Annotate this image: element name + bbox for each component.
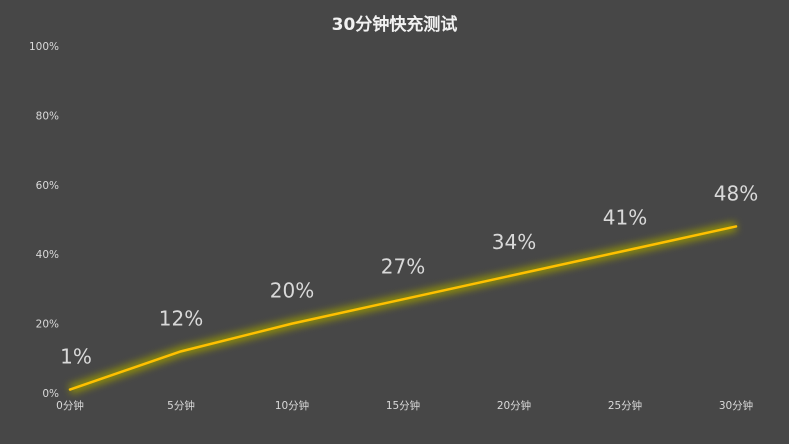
- y-tick-label: 100%: [29, 41, 59, 53]
- x-tick-label: 10分钟: [275, 399, 309, 412]
- series-line: [68, 225, 738, 391]
- data-label: 34%: [492, 230, 536, 254]
- y-tick-label: 80%: [36, 110, 59, 122]
- y-axis: 0% 20% 40% 60% 80% 100%: [29, 41, 59, 400]
- series-group: [68, 222, 738, 394]
- x-tick-label: 25分钟: [608, 399, 642, 412]
- x-tick-label: 30分钟: [719, 399, 753, 412]
- x-tick-label: 15分钟: [386, 399, 420, 412]
- x-tick-label: 20分钟: [497, 399, 531, 412]
- y-tick-label: 20%: [36, 319, 59, 331]
- y-tick-label: 0%: [42, 388, 59, 400]
- data-label: 1%: [60, 345, 92, 369]
- x-axis: 0分钟 5分钟 10分钟 15分钟 20分钟 25分钟 30分钟: [56, 399, 753, 412]
- x-tick-label: 5分钟: [167, 399, 195, 412]
- y-tick-label: 60%: [36, 180, 59, 192]
- data-labels: 1% 12% 20% 27% 34% 41% 48%: [60, 181, 758, 368]
- data-label: 12%: [159, 306, 203, 330]
- x-tick-label: 0分钟: [56, 399, 84, 412]
- data-label: 41%: [603, 206, 647, 230]
- data-label: 27%: [381, 254, 425, 278]
- chart-title: 30分钟快充测试: [331, 15, 458, 35]
- data-label: 48%: [714, 181, 758, 205]
- y-tick-label: 40%: [36, 249, 59, 261]
- data-label: 20%: [270, 279, 314, 303]
